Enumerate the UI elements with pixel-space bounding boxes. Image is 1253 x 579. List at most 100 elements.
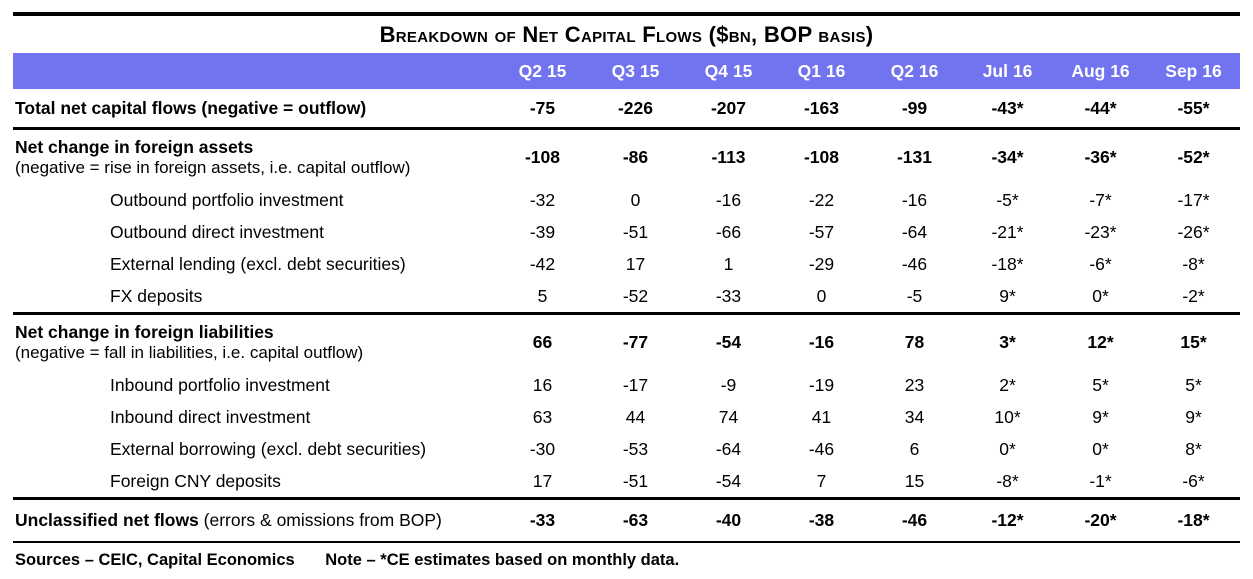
cell-value: -30 — [529, 438, 556, 459]
cell-value: -23* — [1084, 221, 1117, 242]
estimates-note-text: Note – *CE estimates based on monthly da… — [325, 551, 680, 569]
cell-value: -77 — [589, 312, 682, 369]
cell-value: -18* — [1147, 497, 1240, 543]
cell-value: 0 — [630, 189, 641, 210]
cell-value: -8* — [1182, 253, 1205, 274]
cell-value: -38 — [775, 497, 868, 543]
cell-value: 6 — [909, 438, 920, 459]
column-header: Q2 15 — [496, 53, 589, 89]
cell-value: -7* — [1089, 189, 1112, 210]
cell-value: -108 — [775, 127, 868, 184]
cell-value: -1* — [1089, 470, 1112, 491]
row-label: Outbound portfolio investment — [110, 189, 344, 210]
cell-value: 17 — [625, 253, 646, 274]
cell-value: 10* — [994, 406, 1021, 427]
cell-value: -54 — [715, 470, 742, 491]
column-header: Q1 16 — [775, 53, 868, 89]
cell-value: -20* — [1054, 497, 1147, 543]
row-total-net-capital-flows: Total net capital flows (negative = outf… — [13, 89, 1240, 129]
row-label: Outbound direct investment — [110, 221, 325, 242]
cell-value: 8* — [1185, 438, 1202, 459]
row-label-sub: (negative = fall in liabilities, i.e. ca… — [15, 342, 364, 362]
cell-value: -39 — [529, 221, 556, 242]
cell-value: -63 — [589, 497, 682, 543]
cell-value: 44 — [625, 406, 646, 427]
cell-value: 63 — [532, 406, 553, 427]
cell-value: -33 — [715, 285, 742, 306]
cell-value: -52* — [1147, 127, 1240, 184]
cell-value: -21* — [991, 221, 1024, 242]
row-label: Inbound portfolio investment — [110, 374, 330, 395]
row-label: Inbound direct investment — [110, 406, 311, 427]
cell-value: -33 — [496, 497, 589, 543]
cell-value: 23 — [904, 374, 925, 395]
column-header: Sep 16 — [1147, 53, 1240, 89]
cell-value: -55* — [1177, 97, 1210, 118]
cell-value: -22 — [808, 189, 835, 210]
cell-value: 5* — [1185, 374, 1202, 395]
cell-value: -54 — [682, 312, 775, 369]
row-net-change-foreign-assets: Net change in foreign assets (negative = … — [13, 127, 1240, 184]
cell-value: -8* — [996, 470, 1019, 491]
cell-value: 5* — [1092, 374, 1109, 395]
cell-value: 17 — [532, 470, 553, 491]
cell-value: -36* — [1054, 127, 1147, 184]
cell-value: -46 — [901, 253, 928, 274]
column-header: Aug 16 — [1054, 53, 1147, 89]
cell-value: -19 — [808, 374, 835, 395]
column-header-row: Q2 15 Q3 15 Q4 15 Q1 16 Q2 16 Jul 16 Aug 16 Sep… — [13, 53, 1240, 89]
row-label: Net change in foreign liabilities (negati… — [13, 312, 496, 369]
column-header: Q2 16 — [868, 53, 961, 89]
cell-value: -51 — [622, 221, 649, 242]
row-label: Unclassified net flows (errors & omissio… — [13, 497, 496, 543]
cell-value: -6* — [1089, 253, 1112, 274]
row-label-sub: (negative = rise in foreign assets, i.e.… — [15, 157, 411, 177]
row-label-main: Unclassified net flows — [15, 510, 204, 530]
cell-value: -113 — [682, 127, 775, 184]
row-inbound-direct-investment: Inbound direct investment 63 44 74 41 34 10* 9*… — [13, 401, 1240, 433]
cell-value: 9* — [999, 285, 1016, 306]
cell-value: -207 — [710, 97, 747, 118]
cell-value: -86 — [589, 127, 682, 184]
cell-value: 78 — [868, 312, 961, 369]
cell-value: 1 — [723, 253, 734, 274]
row-label-suffix: (errors & omissions from BOP) — [203, 510, 442, 530]
sources-text: Sources – CEIC, Capital Economics — [15, 551, 295, 569]
footer-note: Sources – CEIC, Capital Economics Note –… — [13, 543, 1240, 570]
cell-value: 7 — [816, 470, 827, 491]
cell-value: 15 — [904, 470, 925, 491]
column-header: Q4 15 — [682, 53, 775, 89]
cell-value: 9* — [1185, 406, 1202, 427]
cell-value: -44* — [1084, 97, 1117, 118]
cell-value: -17 — [622, 374, 649, 395]
row-label: External borrowing (excl. debt securitie… — [110, 438, 427, 459]
cell-value: -5* — [996, 189, 1019, 210]
cell-value: 74 — [718, 406, 739, 427]
cell-value: 16 — [532, 374, 553, 395]
cell-value: -16 — [715, 189, 742, 210]
cell-value: -64 — [715, 438, 742, 459]
cell-value: 0* — [1092, 438, 1109, 459]
cell-value: 0* — [999, 438, 1016, 459]
cell-value: -2* — [1182, 285, 1205, 306]
cell-value: 0 — [816, 285, 827, 306]
cell-value: -42 — [529, 253, 556, 274]
cell-value: 9* — [1092, 406, 1109, 427]
column-header: Jul 16 — [961, 53, 1054, 89]
row-inbound-portfolio-investment: Inbound portfolio investment 16 -17 -9 -19 23… — [13, 369, 1240, 401]
row-unclassified-net-flows: Unclassified net flows (errors & omissio… — [13, 497, 1240, 543]
cell-value: 12* — [1054, 312, 1147, 369]
cell-value: -40 — [682, 497, 775, 543]
cell-value: -226 — [617, 97, 654, 118]
row-foreign-cny-deposits: Foreign CNY deposits 17 -51 -54 7 15 -8* -1* -6* — [13, 465, 1240, 499]
cell-value: -108 — [496, 127, 589, 184]
cell-value: -64 — [901, 221, 928, 242]
row-outbound-portfolio-investment: Outbound portfolio investment -32 0 -16 -22 -… — [13, 184, 1240, 216]
cell-value: -32 — [529, 189, 556, 210]
table-header: Q2 15 Q3 15 Q4 15 Q1 16 Q2 16 Jul 16 Aug 16 Sep… — [13, 53, 1240, 89]
row-external-lending: External lending (excl. debt securities)… — [13, 248, 1240, 280]
capital-flows-table: Q2 15 Q3 15 Q4 15 Q1 16 Q2 16 Jul 16 Aug 16 Sep… — [13, 53, 1240, 543]
row-label: Foreign CNY deposits — [110, 470, 281, 491]
row-label-main: Net change in foreign liabilities — [15, 321, 274, 342]
